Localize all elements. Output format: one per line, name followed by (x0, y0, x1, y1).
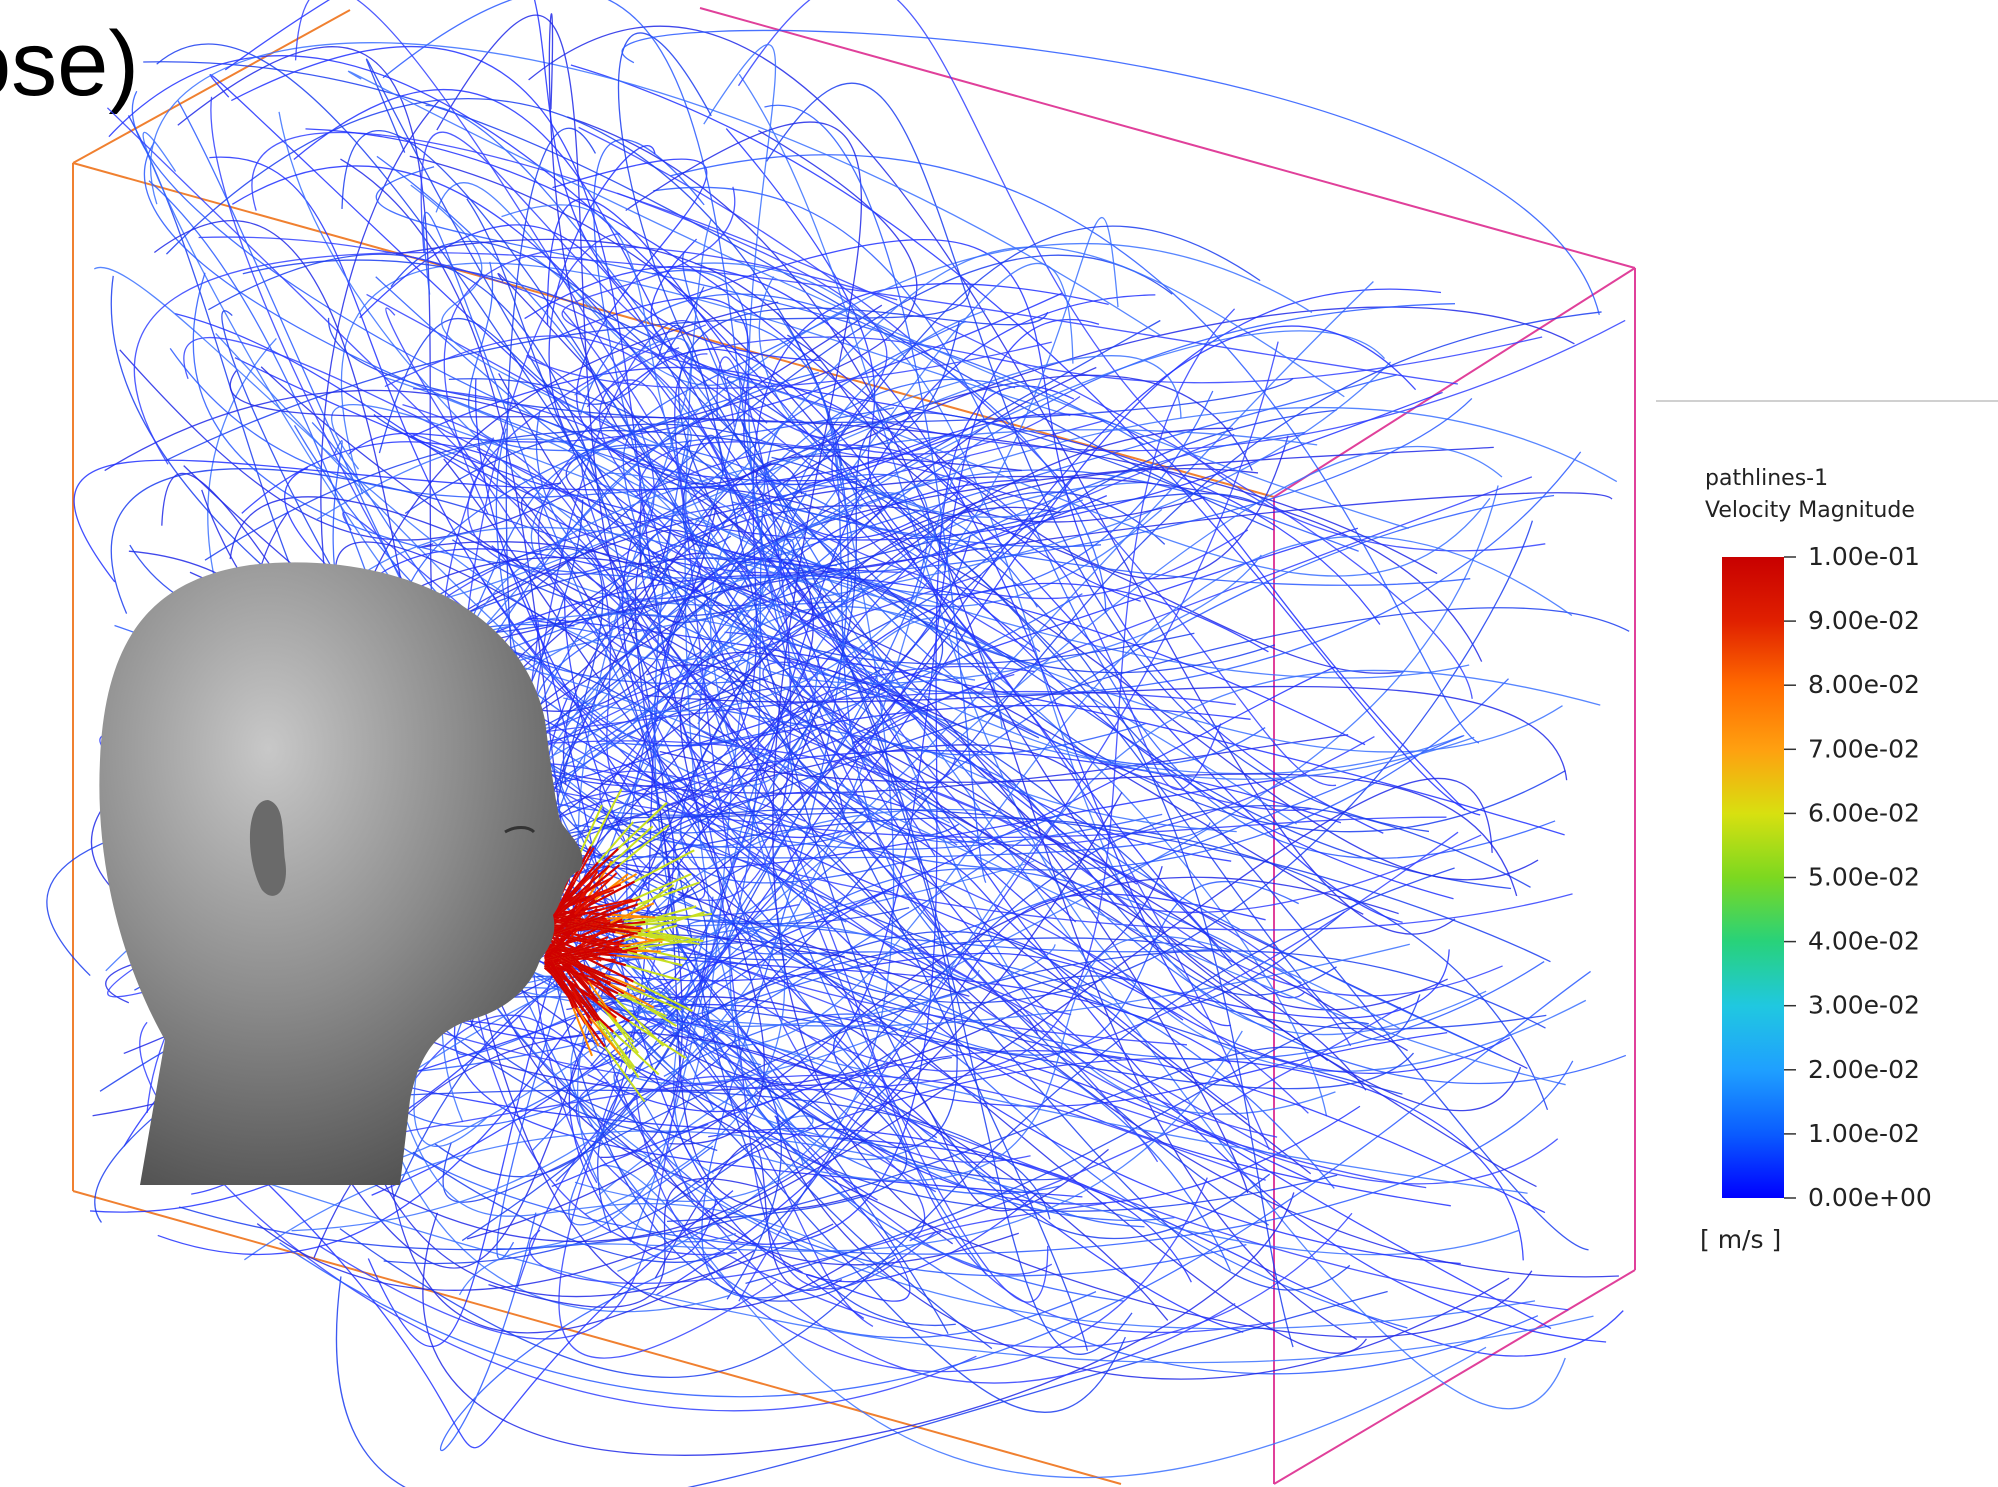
legend-unit: [ m/s ] (1700, 1225, 1781, 1254)
colorbar-tick-label: 7.00e-02 (1808, 734, 1920, 763)
legend-title: pathlines-1 (1705, 466, 1828, 491)
colorbar (1722, 557, 1784, 1198)
pathline (622, 30, 1599, 314)
page: {"slide_text": "ose)", "legend": { "titl… (0, 0, 1998, 1487)
colorbar-tick-label: 3.00e-02 (1808, 991, 1920, 1020)
colorbar-tick-label: 8.00e-02 (1808, 670, 1920, 699)
legend-quantity: Velocity Magnitude (1705, 498, 1915, 523)
pathline (549, 146, 901, 573)
pathline (708, 1128, 1623, 1356)
legend: pathlines-1 Velocity Magnitude [ m/s ] 1… (1700, 466, 1932, 1254)
scene: ose) pathlines-1 Velocity Magnitude [ m/… (0, 0, 1998, 1487)
colorbar-tick-label: 2.00e-02 (1808, 1055, 1920, 1084)
box-edge (73, 1191, 1121, 1484)
colorbar-tick-label: 4.00e-02 (1808, 927, 1920, 956)
pathline (576, 1082, 1352, 1347)
slide-text-fragment: ose) (0, 13, 139, 115)
colorbar-tick-label: 6.00e-02 (1808, 798, 1920, 827)
colorbar-tick-label: 0.00e+00 (1808, 1183, 1932, 1212)
colorbar-tick-label: 9.00e-02 (1808, 606, 1920, 635)
colorbar-tick-label: 1.00e-01 (1808, 542, 1920, 571)
pathline (460, 1031, 1243, 1295)
colorbar-tick-label: 1.00e-02 (1808, 1119, 1920, 1148)
colorbar-tick-label: 5.00e-02 (1808, 863, 1920, 892)
